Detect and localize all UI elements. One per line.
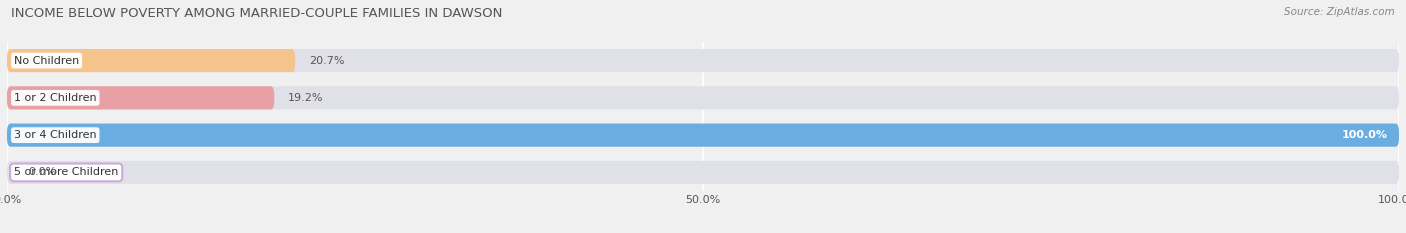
FancyBboxPatch shape: [7, 161, 1399, 184]
FancyBboxPatch shape: [7, 86, 1399, 110]
Text: 3 or 4 Children: 3 or 4 Children: [14, 130, 97, 140]
Text: 0.0%: 0.0%: [28, 168, 56, 177]
FancyBboxPatch shape: [7, 86, 274, 110]
Text: 5 or more Children: 5 or more Children: [14, 168, 118, 177]
FancyBboxPatch shape: [7, 49, 1399, 72]
Text: 20.7%: 20.7%: [309, 56, 344, 65]
FancyBboxPatch shape: [7, 123, 1399, 147]
Text: INCOME BELOW POVERTY AMONG MARRIED-COUPLE FAMILIES IN DAWSON: INCOME BELOW POVERTY AMONG MARRIED-COUPL…: [11, 7, 502, 20]
Text: 1 or 2 Children: 1 or 2 Children: [14, 93, 97, 103]
Text: Source: ZipAtlas.com: Source: ZipAtlas.com: [1284, 7, 1395, 17]
FancyBboxPatch shape: [7, 123, 1399, 147]
FancyBboxPatch shape: [7, 49, 295, 72]
Text: No Children: No Children: [14, 56, 79, 65]
Text: 100.0%: 100.0%: [1341, 130, 1388, 140]
Text: 19.2%: 19.2%: [288, 93, 323, 103]
